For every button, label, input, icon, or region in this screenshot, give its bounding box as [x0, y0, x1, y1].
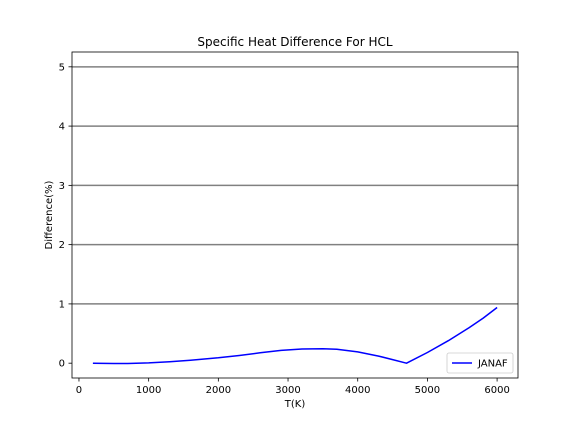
grid-lines [72, 66, 518, 305]
x-axis-ticks: 0 1000 2000 3000 4000 5000 6000 [76, 378, 510, 396]
plot-data [92, 306, 498, 365]
y-tick-label: 5 [59, 62, 65, 73]
x-tick-label: 1000 [136, 385, 161, 396]
legend: JANAF [446, 352, 514, 374]
y-tick-label: 1 [59, 299, 65, 310]
y-tick-label: 3 [59, 181, 65, 192]
legend-box [446, 352, 514, 374]
x-tick-label: 3000 [275, 385, 300, 396]
chart-title: Specific Heat Difference For HCL [197, 35, 392, 49]
x-tick-label: 6000 [484, 385, 509, 396]
x-axis-label: T(K) [284, 399, 306, 410]
y-tick-label: 2 [59, 240, 65, 251]
x-tick-label: 0 [76, 385, 82, 396]
y-axis-ticks: 0 1 2 3 4 5 [59, 62, 72, 370]
x-tick-label: 4000 [345, 385, 370, 396]
x-tick-label: 2000 [206, 385, 231, 396]
series-line-janaf [92, 306, 498, 365]
y-tick-label: 0 [59, 359, 65, 370]
legend-label: JANAF [477, 359, 508, 370]
y-axis-label: Difference(%) [44, 180, 55, 249]
x-tick-label: 5000 [415, 385, 440, 396]
y-tick-label: 4 [59, 122, 65, 133]
plot-area-frame [71, 51, 519, 379]
